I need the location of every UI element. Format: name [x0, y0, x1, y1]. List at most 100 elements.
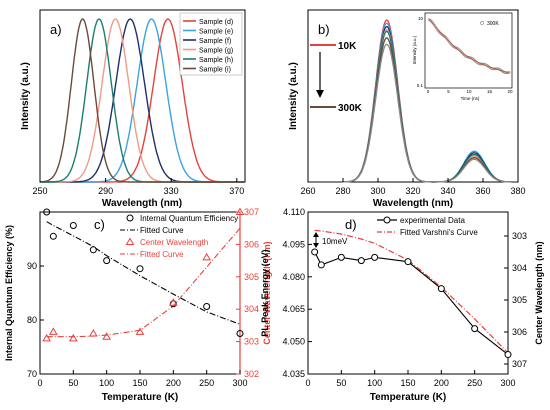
panel-c-iqe-point-4 [103, 257, 111, 265]
panel-c-y-tick-label-left-0: 70 [27, 369, 37, 379]
panel-b-x-tick-label-2: 300 [370, 186, 385, 196]
panel-d-legend-exp-marker [383, 216, 391, 224]
panel-b-inset-x-tick-label-2: 10 [466, 89, 472, 94]
panel-b-arrow-head [316, 90, 324, 98]
panel-c-x-axis-label: Temperature (K) [102, 392, 179, 403]
panel-d-x-tick-label-6: 300 [500, 378, 515, 388]
panel-b-inset-point-72 [491, 67, 495, 71]
panel-c-x-tick-label-6: 300 [232, 378, 247, 388]
panel-b-inset-y-label: Intensity (a.u.) [412, 35, 417, 64]
panel-d-annotation-arrowhead-up [313, 232, 319, 237]
panel-d-y-axis-label-left: PL Peak Energy (eV) [260, 249, 270, 336]
panel-b-temp-top: 10K [338, 41, 357, 52]
panel-b-x-tick-label-1: 280 [335, 186, 350, 196]
panel-b: 260 280 300 320 340 360 380 b) Wavelength (nm)… [288, 9, 526, 209]
panel-c-x-tick-label-3: 150 [132, 378, 147, 388]
panel-d-exp-point-1 [317, 261, 325, 269]
panel-c-legend-cw: Center Wavelength [140, 238, 208, 247]
panel-c-x-tick-label-4: 200 [166, 378, 181, 388]
panel-b-x-tick-label-0: 260 [300, 186, 315, 196]
panel-c-label: c) [94, 217, 105, 232]
panel-c-y-axis-label-right: Center Wavelength (nm) [262, 241, 272, 344]
panel-c-cw-point-6 [168, 298, 178, 306]
panel-d-varshni-fit [314, 229, 509, 354]
panel-b-y-axis-label: Intensity (a.u.) [288, 62, 299, 130]
panel-d-y-tick-label-left-5: 4.110 [283, 207, 305, 217]
panel-a-x-axis-label: Wavelength (nm) [102, 198, 182, 209]
panel-c-y-tick-label-right-1: 303 [244, 337, 259, 347]
panel-c-x-tick-label-5: 250 [199, 378, 214, 388]
panel-c-legend-fit1: Fitted Curve [140, 226, 184, 235]
panel-a-legend-box [179, 12, 243, 76]
panel-d-y-tick-label-right-0: 303 [512, 231, 527, 241]
panel-d-exp-point-8 [504, 351, 512, 359]
panel-b-inset-x-tick-label-1: 5 [447, 89, 450, 94]
panel-a-curve-5 [39, 18, 245, 183]
panel-d-x-tick-label-3: 150 [400, 378, 415, 388]
panel-d-exp-point-6 [437, 285, 445, 293]
panel-d-y-tick-label-right-3: 306 [512, 327, 527, 337]
panel-d-annotation-arrowhead-down [313, 243, 319, 248]
panel-c-legend-iqe: Internal Quantum Efficiency [140, 214, 238, 223]
panel-b-x-ticks: 260 280 300 320 340 360 380 [300, 178, 526, 196]
panel-b-inset-y-tick-bottom: 0.1 [417, 83, 424, 88]
panel-b-label: b) [318, 22, 330, 37]
panel-d-exp-point-3 [357, 257, 365, 265]
panel-d-y-tick-label-left-4: 4.095 [282, 239, 305, 249]
panel-c-iqe-point-8 [236, 330, 244, 337]
panel-d-x-tick-label-0: 0 [305, 378, 310, 388]
panel-c-legend-iqe-marker [126, 214, 134, 222]
panel-c-y-tick-label-left-1: 80 [27, 315, 37, 325]
panel-c: 0 50 100 150 200 250 300 70 80 90 302 303 304 305 306 3… [4, 207, 272, 403]
panel-a-x-tick-label-1: 290 [98, 186, 113, 196]
panel-c-y-tick-label-right-3: 305 [244, 272, 259, 282]
panel-b-inset-x-ticks: 0 5 10 15 20 [427, 89, 513, 94]
panel-c-x-tick-label-1: 50 [68, 378, 78, 388]
panel-b-inset-x-tick-label-3: 15 [487, 89, 493, 94]
panel-a-x-tick-label-3: 370 [229, 186, 244, 196]
panel-c-iqe-point-5 [136, 265, 144, 273]
panel-a: 250 290 330 370 a) Wavelength (nm) Intensit… [20, 9, 246, 209]
panel-a-legend: Sample (d) Sample (e) Sample (f) Sample (g)… [179, 12, 243, 76]
panel-d-y-axis-label-right: Center Wavelength (nm) [534, 241, 544, 344]
panel-c-cw-point-0 [42, 333, 52, 342]
panel-a-legend-label-5: Sample (i) [199, 67, 231, 74]
panel-c-cw-point-2 [68, 333, 78, 342]
panel-c-iqe-point-0 [43, 208, 51, 216]
panel-c-plot: 0 50 100 150 200 250 300 70 80 90 302 303 304 305 306 3… [27, 207, 259, 388]
panel-d-exp-point-7 [471, 325, 479, 333]
panel-d-legend: experimental Data Fitted Varshni's Curve [377, 216, 478, 237]
panel-a-legend-label-0: Sample (d) [199, 19, 233, 26]
panel-d-exp-point-2 [337, 253, 345, 261]
panel-c-y-tick-label-right-5: 307 [244, 207, 259, 217]
panel-a-legend-label-3: Sample (g) [199, 48, 233, 55]
panel-c-center-fit [46, 227, 241, 338]
panel-d-exp-point-5 [404, 258, 412, 266]
panel-b-inset-legend-marker [480, 21, 484, 25]
panel-c-cw-point-1 [48, 327, 58, 335]
panel-b-x-tick-label-6: 380 [510, 186, 525, 196]
panel-b-inset-frame [424, 12, 513, 89]
panel-c-cw-point-5 [135, 327, 145, 335]
panel-c-iqe-point-7 [203, 303, 211, 310]
panel-d-legend-exp: experimental Data [400, 216, 465, 225]
panel-d-exp-point-0 [311, 248, 319, 256]
panel-d-y-tick-label-left-3: 4.080 [282, 272, 305, 282]
panel-b-inset-point-59 [480, 62, 483, 66]
panel-c-x-tick-label-0: 0 [37, 378, 42, 388]
panel-c-iqe-fit [46, 221, 241, 325]
panel-b-x-tick-label-5: 360 [475, 186, 490, 196]
panel-d-x-axis-label: Temperature (K) [370, 392, 447, 403]
panel-b-x-tick-label-4: 340 [440, 186, 455, 196]
panel-a-legend-label-4: Sample (h) [199, 57, 233, 64]
panel-a-y-axis-label: Intensity (a.u.) [20, 62, 31, 130]
panel-b-inset-fit [428, 19, 510, 74]
panel-c-y-tick-label-right-2: 304 [244, 304, 259, 314]
panel-c-y-tick-label-left-2: 90 [27, 261, 37, 271]
panel-c-x-tick-label-2: 100 [99, 378, 114, 388]
panel-c-iqe-point-1 [49, 232, 57, 240]
panel-a-x-tick-label-0: 250 [32, 186, 47, 196]
panel-b-x-axis-label: Wavelength (nm) [373, 198, 453, 209]
panel-d-x-tick-label-1: 50 [336, 378, 346, 388]
